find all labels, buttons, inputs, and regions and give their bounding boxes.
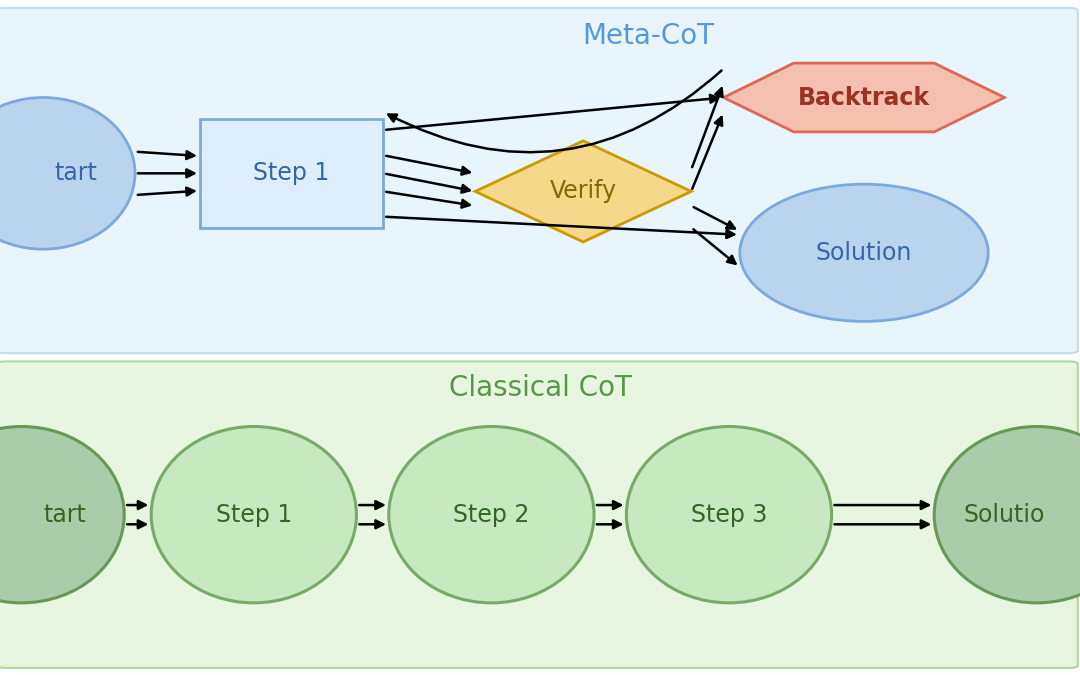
Text: tart: tart — [54, 161, 97, 186]
FancyBboxPatch shape — [0, 361, 1078, 668]
Ellipse shape — [934, 427, 1080, 603]
Ellipse shape — [626, 427, 832, 603]
Text: Step 3: Step 3 — [691, 503, 767, 526]
Ellipse shape — [151, 427, 356, 603]
FancyBboxPatch shape — [200, 119, 383, 227]
Ellipse shape — [0, 427, 124, 603]
Ellipse shape — [389, 427, 594, 603]
Text: tart: tart — [43, 503, 86, 526]
Text: Solutio: Solutio — [963, 503, 1045, 526]
Text: Meta-CoT: Meta-CoT — [582, 22, 714, 50]
Text: Classical CoT: Classical CoT — [448, 374, 632, 402]
Text: Verify: Verify — [550, 180, 617, 203]
FancyBboxPatch shape — [0, 8, 1078, 353]
Text: Step 2: Step 2 — [454, 503, 529, 526]
Text: Solution: Solution — [815, 241, 913, 265]
Ellipse shape — [0, 97, 135, 249]
Polygon shape — [724, 63, 1004, 132]
Text: Step 1: Step 1 — [254, 161, 329, 186]
Text: Step 1: Step 1 — [216, 503, 292, 526]
Polygon shape — [475, 141, 691, 242]
Ellipse shape — [740, 184, 988, 321]
Text: Backtrack: Backtrack — [798, 86, 930, 109]
